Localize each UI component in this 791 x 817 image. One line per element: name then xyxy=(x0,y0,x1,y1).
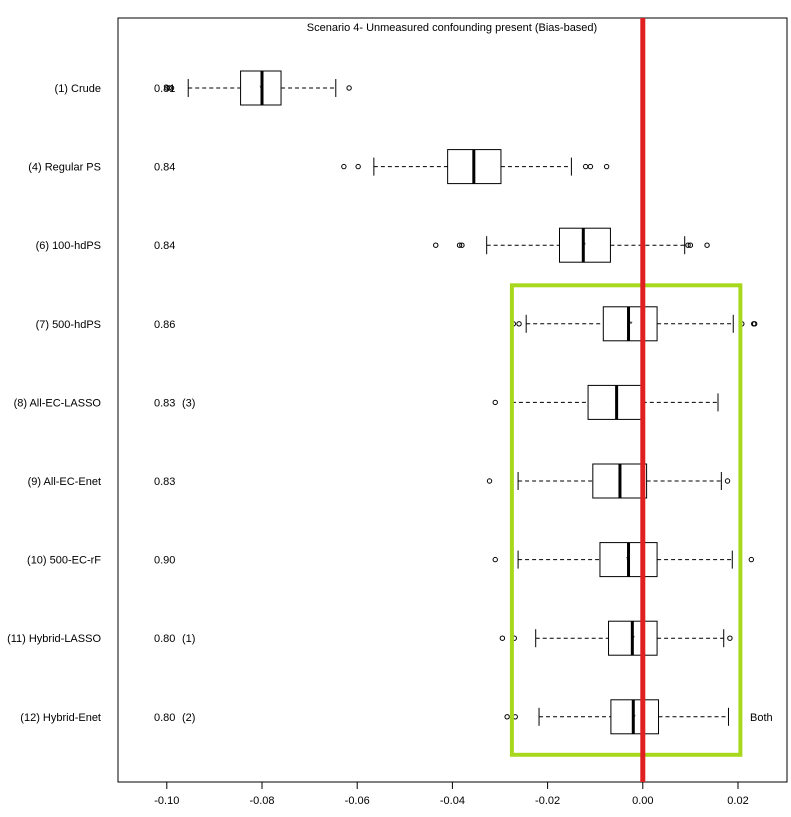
outlier-point xyxy=(687,242,694,248)
row-label: (9) All-EC-Enet xyxy=(28,476,101,488)
row-annotation: 0.84 xyxy=(154,162,175,174)
row-annotation: 0.83 xyxy=(154,476,175,488)
mean-marker: * xyxy=(472,163,475,172)
row-annotation: 0.84 xyxy=(154,240,175,252)
outlier-point xyxy=(704,242,710,248)
x-tick-label: 0.00 xyxy=(632,795,653,807)
iqr-box xyxy=(602,306,658,342)
outlier-point xyxy=(727,635,733,641)
boxplot-row: (10) 500-EC-rF 0.90 * xyxy=(27,542,755,578)
boxplot-row: (11) Hybrid-LASSO 0.80 (1) * xyxy=(7,620,733,656)
x-tick-label: -0.08 xyxy=(249,795,274,807)
outlier-point xyxy=(456,242,463,248)
row-label: (8) All-EC-LASSO xyxy=(14,397,102,409)
x-axis: -0.10 -0.08 -0.06 -0.04 -0.02 0.00 0.02 xyxy=(154,781,749,807)
row-note: (2) xyxy=(182,712,195,724)
x-tick-label: -0.04 xyxy=(440,795,465,807)
outlier-point xyxy=(355,163,361,170)
outlier-point xyxy=(168,85,175,91)
row-label: (6) 100-hdPS xyxy=(36,240,101,252)
mean-marker: * xyxy=(615,398,618,407)
mean-marker: * xyxy=(583,241,586,250)
row-note: (3) xyxy=(182,397,195,409)
mean-marker: * xyxy=(626,556,629,565)
boxplot-row: (1) Crude 0.81 * xyxy=(55,70,352,106)
outlier-point xyxy=(433,242,439,248)
outlier-point xyxy=(486,478,493,484)
boxplot-row: (4) Regular PS 0.84 * xyxy=(28,149,610,185)
outlier-point xyxy=(341,163,347,170)
chart-title: Scenario 4- Unmeasured confounding prese… xyxy=(307,22,597,34)
outlier-point xyxy=(685,242,691,248)
boxplot-row: (7) 500-hdPS 0.86 * xyxy=(36,306,758,342)
row-annotation: 0.90 xyxy=(154,555,175,567)
mean-marker: * xyxy=(632,634,635,643)
row-annotation: 0.86 xyxy=(154,319,175,331)
x-tick-label: -0.06 xyxy=(345,795,370,807)
mean-marker: * xyxy=(633,713,636,722)
outlier-point xyxy=(587,163,594,170)
outlier-point xyxy=(748,556,755,563)
outlier-point xyxy=(492,556,498,563)
boxplot-row: (6) 100-hdPS 0.84 * xyxy=(36,227,710,263)
outlier-point xyxy=(459,242,465,248)
mean-marker: * xyxy=(618,477,621,486)
row-label: (7) 500-hdPS xyxy=(36,319,101,331)
row-label: (11) Hybrid-LASSO xyxy=(7,633,101,645)
boxplot-row: (8) All-EC-LASSO 0.83 (3) * xyxy=(14,384,719,420)
row-label: (12) Hybrid-Enet xyxy=(20,712,101,724)
outlier-point xyxy=(346,85,352,91)
overlays xyxy=(509,18,743,782)
outlier-point xyxy=(504,714,510,720)
mean-marker: * xyxy=(629,320,632,329)
x-tick-label: -0.02 xyxy=(535,795,560,807)
row-label: (4) Regular PS xyxy=(28,162,101,174)
row-annotation: 0.83 xyxy=(154,397,175,409)
outlier-point xyxy=(516,321,522,327)
row-annotation: 0.80 xyxy=(154,712,175,724)
outlier-point xyxy=(492,399,498,406)
row-side-note: Both xyxy=(750,712,773,724)
x-tick-label: -0.10 xyxy=(154,795,179,807)
boxplot-rows: (1) Crude 0.81 *(4) Regular PS 0.84 *(6) 100… xyxy=(7,70,773,735)
outlier-point xyxy=(724,478,731,484)
row-note: (1) xyxy=(182,633,195,645)
boxplot-row: (12) Hybrid-Enet 0.80 (2) Both * xyxy=(20,699,773,735)
outlier-point xyxy=(751,321,758,327)
iqr-box xyxy=(559,227,611,263)
row-label: (1) Crude xyxy=(55,83,101,95)
boxplot-row: (9) All-EC-Enet 0.83 * xyxy=(28,463,731,499)
row-label: (10) 500-EC-rF xyxy=(27,555,101,567)
row-annotation: 0.80 xyxy=(154,633,175,645)
highlight-box xyxy=(509,283,743,757)
outlier-point xyxy=(166,85,172,91)
outlier-point xyxy=(499,635,506,641)
outlier-point xyxy=(603,163,610,170)
mean-marker: * xyxy=(259,84,262,93)
x-tick-label: 0.02 xyxy=(727,795,748,807)
